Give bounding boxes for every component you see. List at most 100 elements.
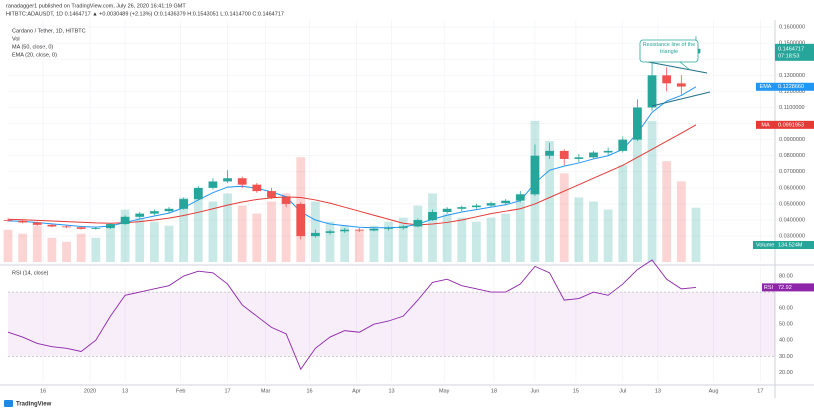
candle-body: [428, 211, 437, 221]
indicator-tag: MA: [761, 122, 770, 128]
indicator-tag: EMA: [760, 84, 772, 90]
y-tick-label: 0.0600000: [779, 185, 805, 191]
x-tick-label: Apr: [352, 388, 361, 394]
candle-body: [62, 226, 71, 228]
candle-body: [457, 207, 467, 209]
candle-body: [296, 203, 306, 237]
volume-bar: [589, 201, 598, 262]
candle-body: [340, 229, 350, 232]
x-tick-label: 17: [224, 388, 230, 394]
candle-body: [442, 208, 452, 212]
brand: TradingView: [4, 400, 52, 408]
annotation: Resistance line of the triangle: [642, 42, 696, 55]
rsi-tick-label: 20.00: [779, 370, 793, 376]
volume-bar: [413, 205, 423, 262]
candle-body: [676, 83, 686, 87]
candle-body: [281, 197, 291, 204]
candle-body: [193, 187, 203, 200]
candle-body: [413, 220, 423, 227]
volume-bar: [472, 221, 481, 262]
chart-title: Cardano / Tether, 1D, HITBTC: [12, 28, 86, 34]
candle-body: [208, 181, 218, 188]
volume-bar: [120, 209, 130, 262]
volume-bar: [179, 197, 189, 262]
candle-body: [369, 228, 379, 231]
volume-bar: [398, 217, 408, 262]
volume-bar: [354, 229, 364, 262]
candle-body: [179, 199, 189, 209]
volume-bar: [47, 237, 57, 262]
x-tick-label: 13: [655, 388, 661, 394]
volume-bar: [647, 120, 657, 262]
volume-bar: [618, 165, 628, 262]
volume-tag-box: [753, 241, 814, 249]
candle-body: [252, 184, 262, 192]
y-tick-label: 0.0500000: [779, 201, 805, 207]
volume-bar: [603, 209, 613, 262]
brand-logo: [4, 400, 13, 407]
x-tick-label: Aug: [709, 388, 719, 394]
x-tick-label: Jul: [619, 388, 626, 394]
indicator-value-box: [775, 120, 814, 129]
candle-body: [662, 75, 672, 84]
annotation-pointer: [679, 61, 691, 71]
candle-body: [589, 152, 598, 158]
volume-bar: [428, 193, 437, 262]
volume-bar: [91, 237, 101, 262]
candle-body: [3, 220, 13, 221]
candle-body: [574, 157, 584, 159]
candle-body: [267, 191, 276, 198]
rsi-legend: RSI (14, close): [12, 270, 49, 276]
volume-bar: [340, 225, 350, 262]
legend-volume: Vol: [12, 36, 20, 42]
candle-body: [149, 211, 159, 214]
x-tick-label: Jun: [531, 388, 540, 394]
volume-bar: [676, 181, 686, 262]
volume-bar: [208, 201, 218, 262]
y-tick-label: 0.0400000: [779, 217, 805, 223]
candle-body: [530, 155, 540, 195]
x-tick-label: 16: [40, 388, 46, 394]
candle-body: [354, 229, 364, 231]
x-tick-label: May: [439, 388, 450, 394]
y-tick-label: 0.1300000: [779, 73, 805, 79]
volume-bar: [62, 241, 71, 262]
volume-bar: [267, 201, 276, 262]
volume-bar: [442, 213, 452, 262]
volume-bar: [3, 229, 13, 262]
volume-value: 134.524M: [778, 242, 803, 248]
rsi-value-box: [775, 283, 814, 292]
publisher: ranadagger1 published on TradingView.com…: [6, 3, 186, 9]
rsi-tick-label: 40.00: [779, 338, 793, 344]
volume-bar: [384, 221, 393, 262]
volume-bar: [515, 201, 525, 262]
candle-body: [647, 75, 657, 108]
volume-bar: [457, 217, 467, 262]
candle-body: [559, 150, 569, 159]
marks: 0.0300000 0.0400000 0.0500000 0.0600000 0.07…: [3, 20, 814, 394]
x-tick-label: 18: [491, 388, 497, 394]
brand-name: TradingView: [16, 402, 52, 408]
volume-bar: [106, 225, 115, 262]
rsi-band: [8, 292, 775, 357]
candle-body: [618, 139, 628, 151]
volume-bar: [76, 233, 86, 262]
annotation-holder: Resistance line of the triangle: [642, 42, 696, 55]
y-tick-label: 0.1200000: [779, 89, 805, 95]
volume-bar: [237, 205, 247, 262]
y-tick-label: 0.1600000: [779, 25, 805, 31]
candle-body: [472, 205, 481, 208]
volume-bar: [369, 225, 379, 262]
candle-body: [47, 224, 57, 227]
y-tick-label: 0.0300000: [779, 234, 805, 240]
volume-tag: Volume: [756, 242, 774, 248]
indicator-value: 0.0991953: [778, 122, 804, 128]
candle-body: [32, 222, 42, 225]
rsi-line: [7, 259, 697, 371]
volume-bar: [135, 217, 145, 262]
volume-bar: [691, 207, 701, 262]
countdown: 07:18:53: [778, 53, 799, 59]
rsi-tick-label: 60.00: [779, 306, 793, 312]
candle-body: [384, 228, 393, 229]
volume-bar: [501, 213, 511, 262]
